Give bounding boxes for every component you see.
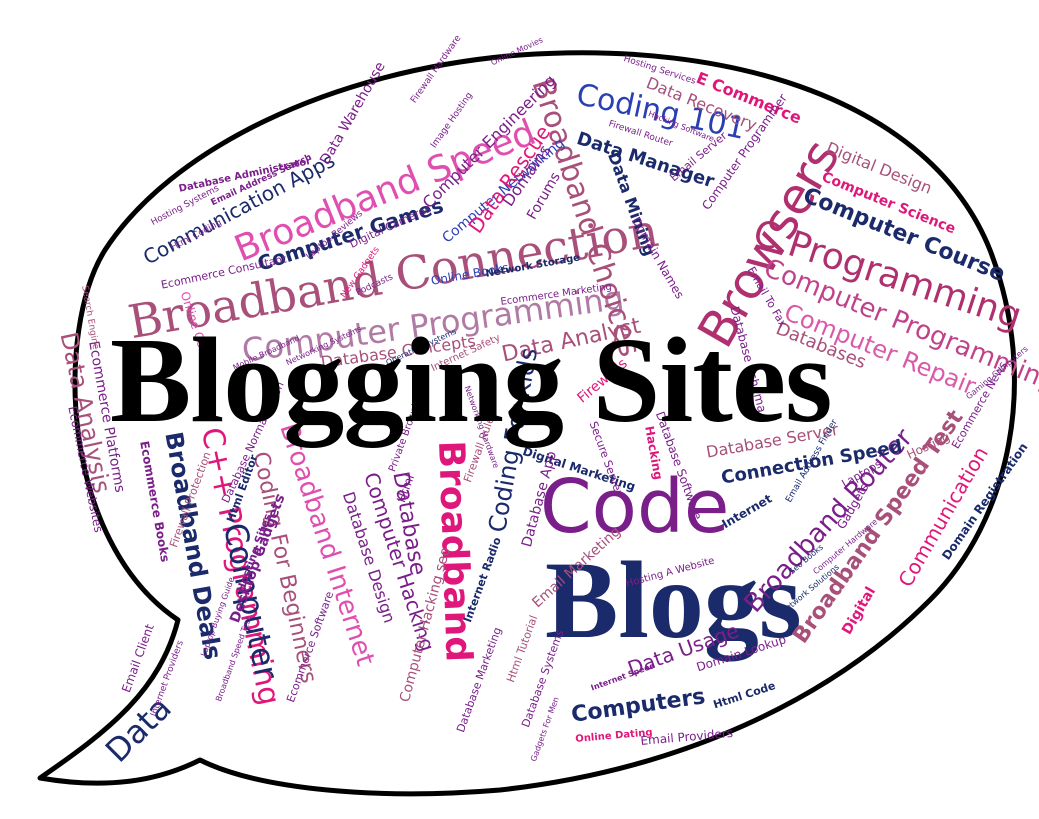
- cloud-word: Html Tutorial: [504, 613, 541, 685]
- cloud-word: Data Warehouse: [317, 59, 389, 168]
- cloud-word: Code: [540, 464, 730, 550]
- cloud-word: Internet Speed: [589, 660, 657, 693]
- cloud-word: Data: [97, 688, 179, 770]
- cloud-word: Email Client: [119, 622, 157, 695]
- cloud-word: Email Providers: [639, 725, 734, 748]
- cloud-word: Computers: [569, 684, 707, 728]
- cloud-word: Firewall Hardware: [409, 33, 464, 106]
- cloud-word: Blogs: [545, 539, 802, 661]
- headline-text: Blogging Sites: [110, 313, 833, 448]
- cloud-word: Html Code: [711, 679, 778, 712]
- cloud-word: Online Movies: [489, 35, 545, 68]
